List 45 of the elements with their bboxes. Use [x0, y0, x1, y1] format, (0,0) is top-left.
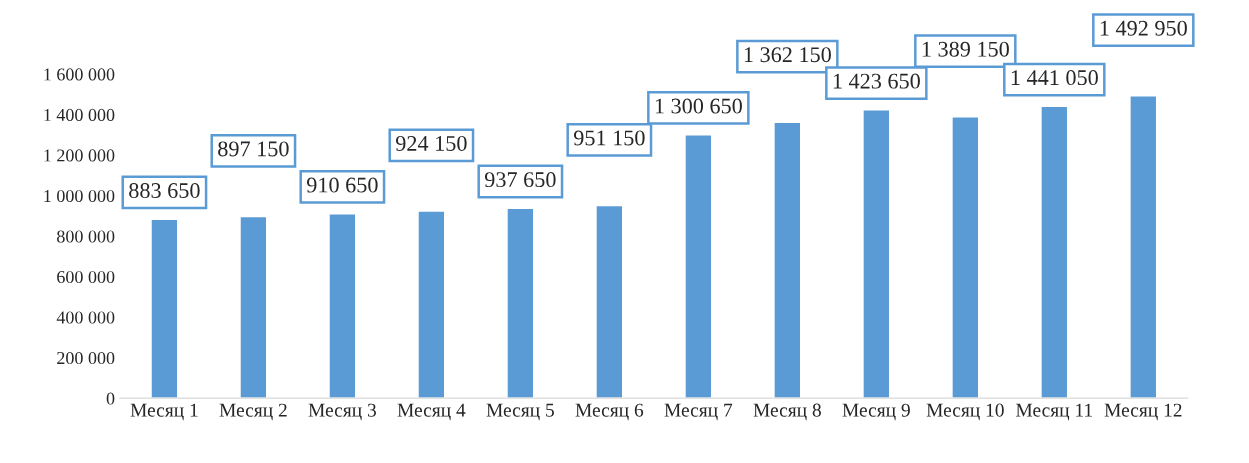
data-label: 883 650	[129, 183, 200, 199]
y-tick-label: 600 000	[57, 270, 115, 284]
bar	[328, 213, 357, 399]
bar	[951, 116, 980, 399]
bar	[506, 207, 535, 399]
data-label: 924 150	[395, 135, 467, 151]
bar	[773, 121, 802, 399]
y-tick-label: 1 200 000	[44, 149, 115, 162]
bar	[595, 204, 624, 399]
x-tick-label: Месяц 7	[664, 403, 733, 421]
data-label: 1 492 950	[1100, 20, 1187, 36]
data-label: 1 441 050	[1011, 70, 1098, 86]
data-label: 910 650	[306, 177, 378, 193]
data-label: 1 300 650	[655, 98, 742, 114]
bar	[417, 210, 446, 399]
x-tick-label: Месяц 9	[842, 403, 910, 421]
y-tick-label: 1 400 000	[44, 108, 115, 122]
x-tick-label: Месяц 4	[397, 403, 466, 421]
bar	[862, 109, 891, 399]
x-tick-label: Месяц 6	[575, 403, 644, 421]
data-label: 1 362 150	[744, 47, 831, 63]
y-tick-label: 400 000	[56, 311, 115, 324]
data-label: 897 150	[218, 141, 289, 157]
x-tick-label: Месяц 1	[130, 403, 198, 421]
bar	[684, 134, 713, 399]
bar	[1129, 95, 1158, 399]
x-tick-label: Месяц 3	[308, 403, 376, 421]
data-label: 951 150	[573, 130, 645, 146]
data-label: 1 389 150	[922, 41, 1009, 57]
data-label: 1 423 650	[833, 73, 920, 89]
y-tick-label: 800 000	[57, 230, 115, 243]
bar	[150, 218, 179, 399]
y-tick-label: 0	[106, 392, 115, 405]
x-tick-label: Месяц 10	[926, 403, 1004, 421]
y-tick-label: 1 000 000	[44, 189, 115, 203]
bar	[1040, 105, 1069, 399]
bar	[239, 215, 268, 399]
x-tick-label: Месяц 12	[1104, 403, 1182, 421]
y-tick-label: 1 600 000	[44, 68, 115, 81]
x-tick-label: Месяц 11	[1016, 403, 1092, 421]
x-tick-label: Месяц 2	[219, 403, 287, 421]
x-tick-label: Месяц 8	[753, 403, 821, 421]
y-tick-label: 200 000	[57, 351, 115, 365]
x-tick-label: Месяц 5	[486, 403, 554, 421]
data-label: 937 650	[484, 172, 556, 188]
